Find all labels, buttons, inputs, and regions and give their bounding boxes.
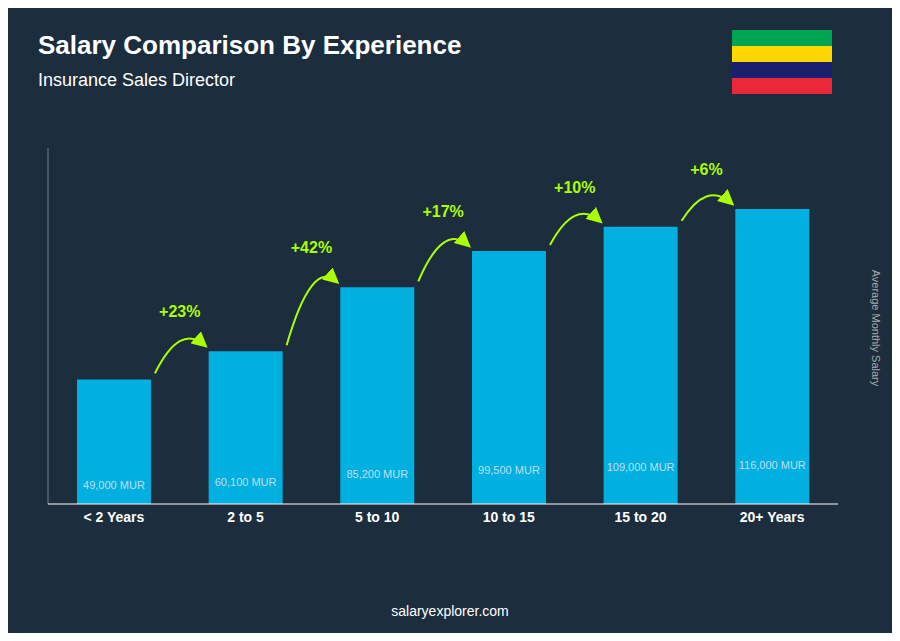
svg-text:+17%: +17% bbox=[422, 203, 463, 220]
svg-text:20+ Years: 20+ Years bbox=[740, 509, 805, 525]
svg-text:5 to 10: 5 to 10 bbox=[355, 509, 400, 525]
svg-text:49,000 MUR: 49,000 MUR bbox=[83, 479, 145, 491]
svg-text:99,500 MUR: 99,500 MUR bbox=[478, 464, 540, 476]
svg-text:15 to 20: 15 to 20 bbox=[614, 509, 666, 525]
svg-text:10 to 15: 10 to 15 bbox=[483, 509, 535, 525]
svg-text:85,200 MUR: 85,200 MUR bbox=[346, 468, 408, 480]
svg-text:60,100 MUR: 60,100 MUR bbox=[215, 476, 277, 488]
svg-text:2 to 5: 2 to 5 bbox=[227, 509, 264, 525]
svg-text:+6%: +6% bbox=[690, 161, 722, 178]
svg-text:+10%: +10% bbox=[554, 179, 595, 196]
html-text:salaryexplorer.com: salaryexplorer.com bbox=[391, 603, 509, 619]
svg-text:109,000 MUR: 109,000 MUR bbox=[607, 461, 675, 473]
svg-text:116,000 MUR: 116,000 MUR bbox=[739, 459, 806, 471]
svg-text:< 2 Years: < 2 Years bbox=[83, 509, 144, 525]
html-text:Average Monthly Salary: Average Monthly Salary bbox=[870, 269, 882, 387]
svg-text:+23%: +23% bbox=[159, 303, 200, 320]
svg-text:+42%: +42% bbox=[291, 239, 332, 256]
html-text:Insurance Sales Director: Insurance Sales Director bbox=[38, 70, 236, 90]
html-text:Salary Comparison By Experienc: Salary Comparison By Experience bbox=[38, 30, 462, 60]
